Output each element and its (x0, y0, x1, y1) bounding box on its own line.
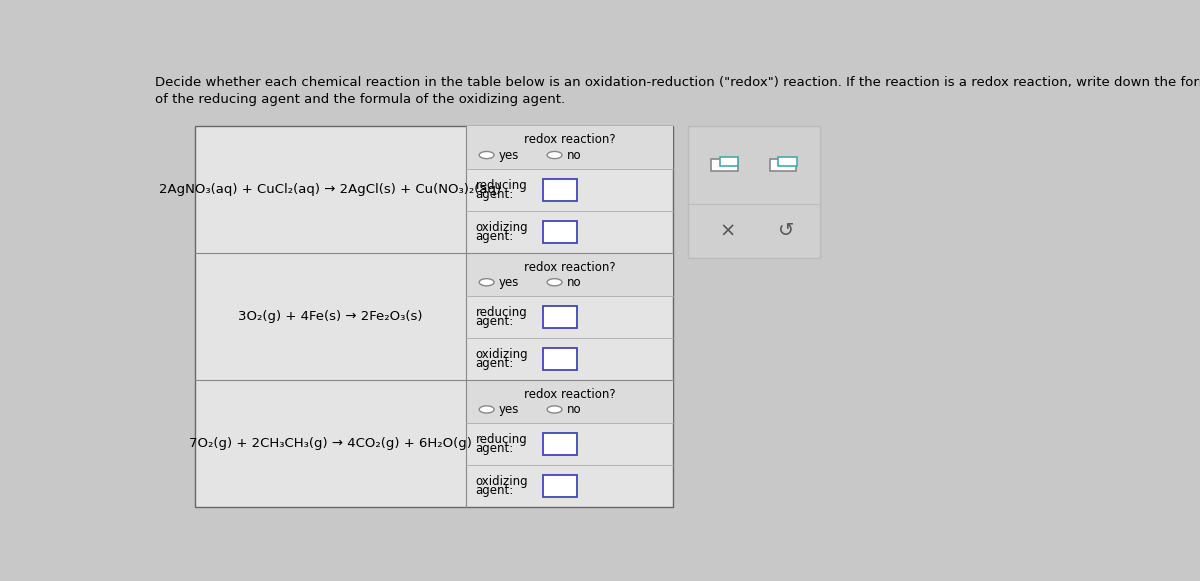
Circle shape (547, 279, 562, 286)
Circle shape (479, 279, 494, 286)
Bar (712, 159, 738, 171)
Text: redox reaction?: redox reaction? (523, 134, 616, 146)
Text: agent:: agent: (475, 315, 514, 328)
Bar (467, 253, 673, 296)
Bar (544, 475, 577, 497)
Text: 3O₂(g) + 4Fe(s) → 2Fe₂O₃(s): 3O₂(g) + 4Fe(s) → 2Fe₂O₃(s) (238, 310, 422, 323)
Bar (194, 125, 673, 507)
Text: agent:: agent: (475, 188, 514, 201)
Text: redox reaction?: redox reaction? (523, 388, 616, 401)
Text: agent:: agent: (475, 484, 514, 497)
Text: yes: yes (499, 276, 520, 289)
Text: yes: yes (499, 149, 520, 162)
Bar (544, 348, 577, 370)
Text: agent:: agent: (475, 357, 514, 370)
Text: Decide whether each chemical reaction in the table below is an oxidation-reducti: Decide whether each chemical reaction in… (155, 77, 1200, 89)
Text: no: no (566, 276, 581, 289)
Text: 7O₂(g) + 2CH₃CH₃(g) → 4CO₂(g) + 6H₂O(g): 7O₂(g) + 2CH₃CH₃(g) → 4CO₂(g) + 6H₂O(g) (188, 437, 472, 450)
Bar (467, 125, 673, 169)
Text: redox reaction?: redox reaction? (523, 261, 616, 274)
Text: ↺: ↺ (779, 221, 794, 241)
Text: reducing: reducing (475, 433, 527, 446)
Text: 2AgNO₃(aq) + CuCl₂(aq) → 2AgCl(s) + Cu(NO₃)₂(aq): 2AgNO₃(aq) + CuCl₂(aq) → 2AgCl(s) + Cu(N… (160, 183, 502, 196)
Circle shape (547, 406, 562, 413)
Bar (778, 157, 797, 166)
Circle shape (547, 152, 562, 159)
Bar (544, 433, 577, 455)
Text: reducing: reducing (475, 179, 527, 192)
Bar (544, 306, 577, 328)
Bar (688, 125, 820, 257)
Text: no: no (566, 149, 581, 162)
Bar (769, 159, 796, 171)
Text: of the reducing agent and the formula of the oxidizing agent.: of the reducing agent and the formula of… (155, 93, 565, 106)
Text: yes: yes (499, 403, 520, 416)
Bar (544, 221, 577, 243)
Bar (720, 157, 738, 166)
Circle shape (479, 406, 494, 413)
Text: oxidizing: oxidizing (475, 348, 528, 361)
Text: oxidizing: oxidizing (475, 475, 528, 488)
Circle shape (479, 152, 494, 159)
Text: agent:: agent: (475, 442, 514, 456)
Text: oxidizing: oxidizing (475, 221, 528, 234)
Bar (544, 179, 577, 201)
Text: agent:: agent: (475, 230, 514, 243)
Text: no: no (566, 403, 581, 416)
Bar (467, 380, 673, 424)
Text: reducing: reducing (475, 306, 527, 319)
Text: ×: × (719, 221, 736, 241)
